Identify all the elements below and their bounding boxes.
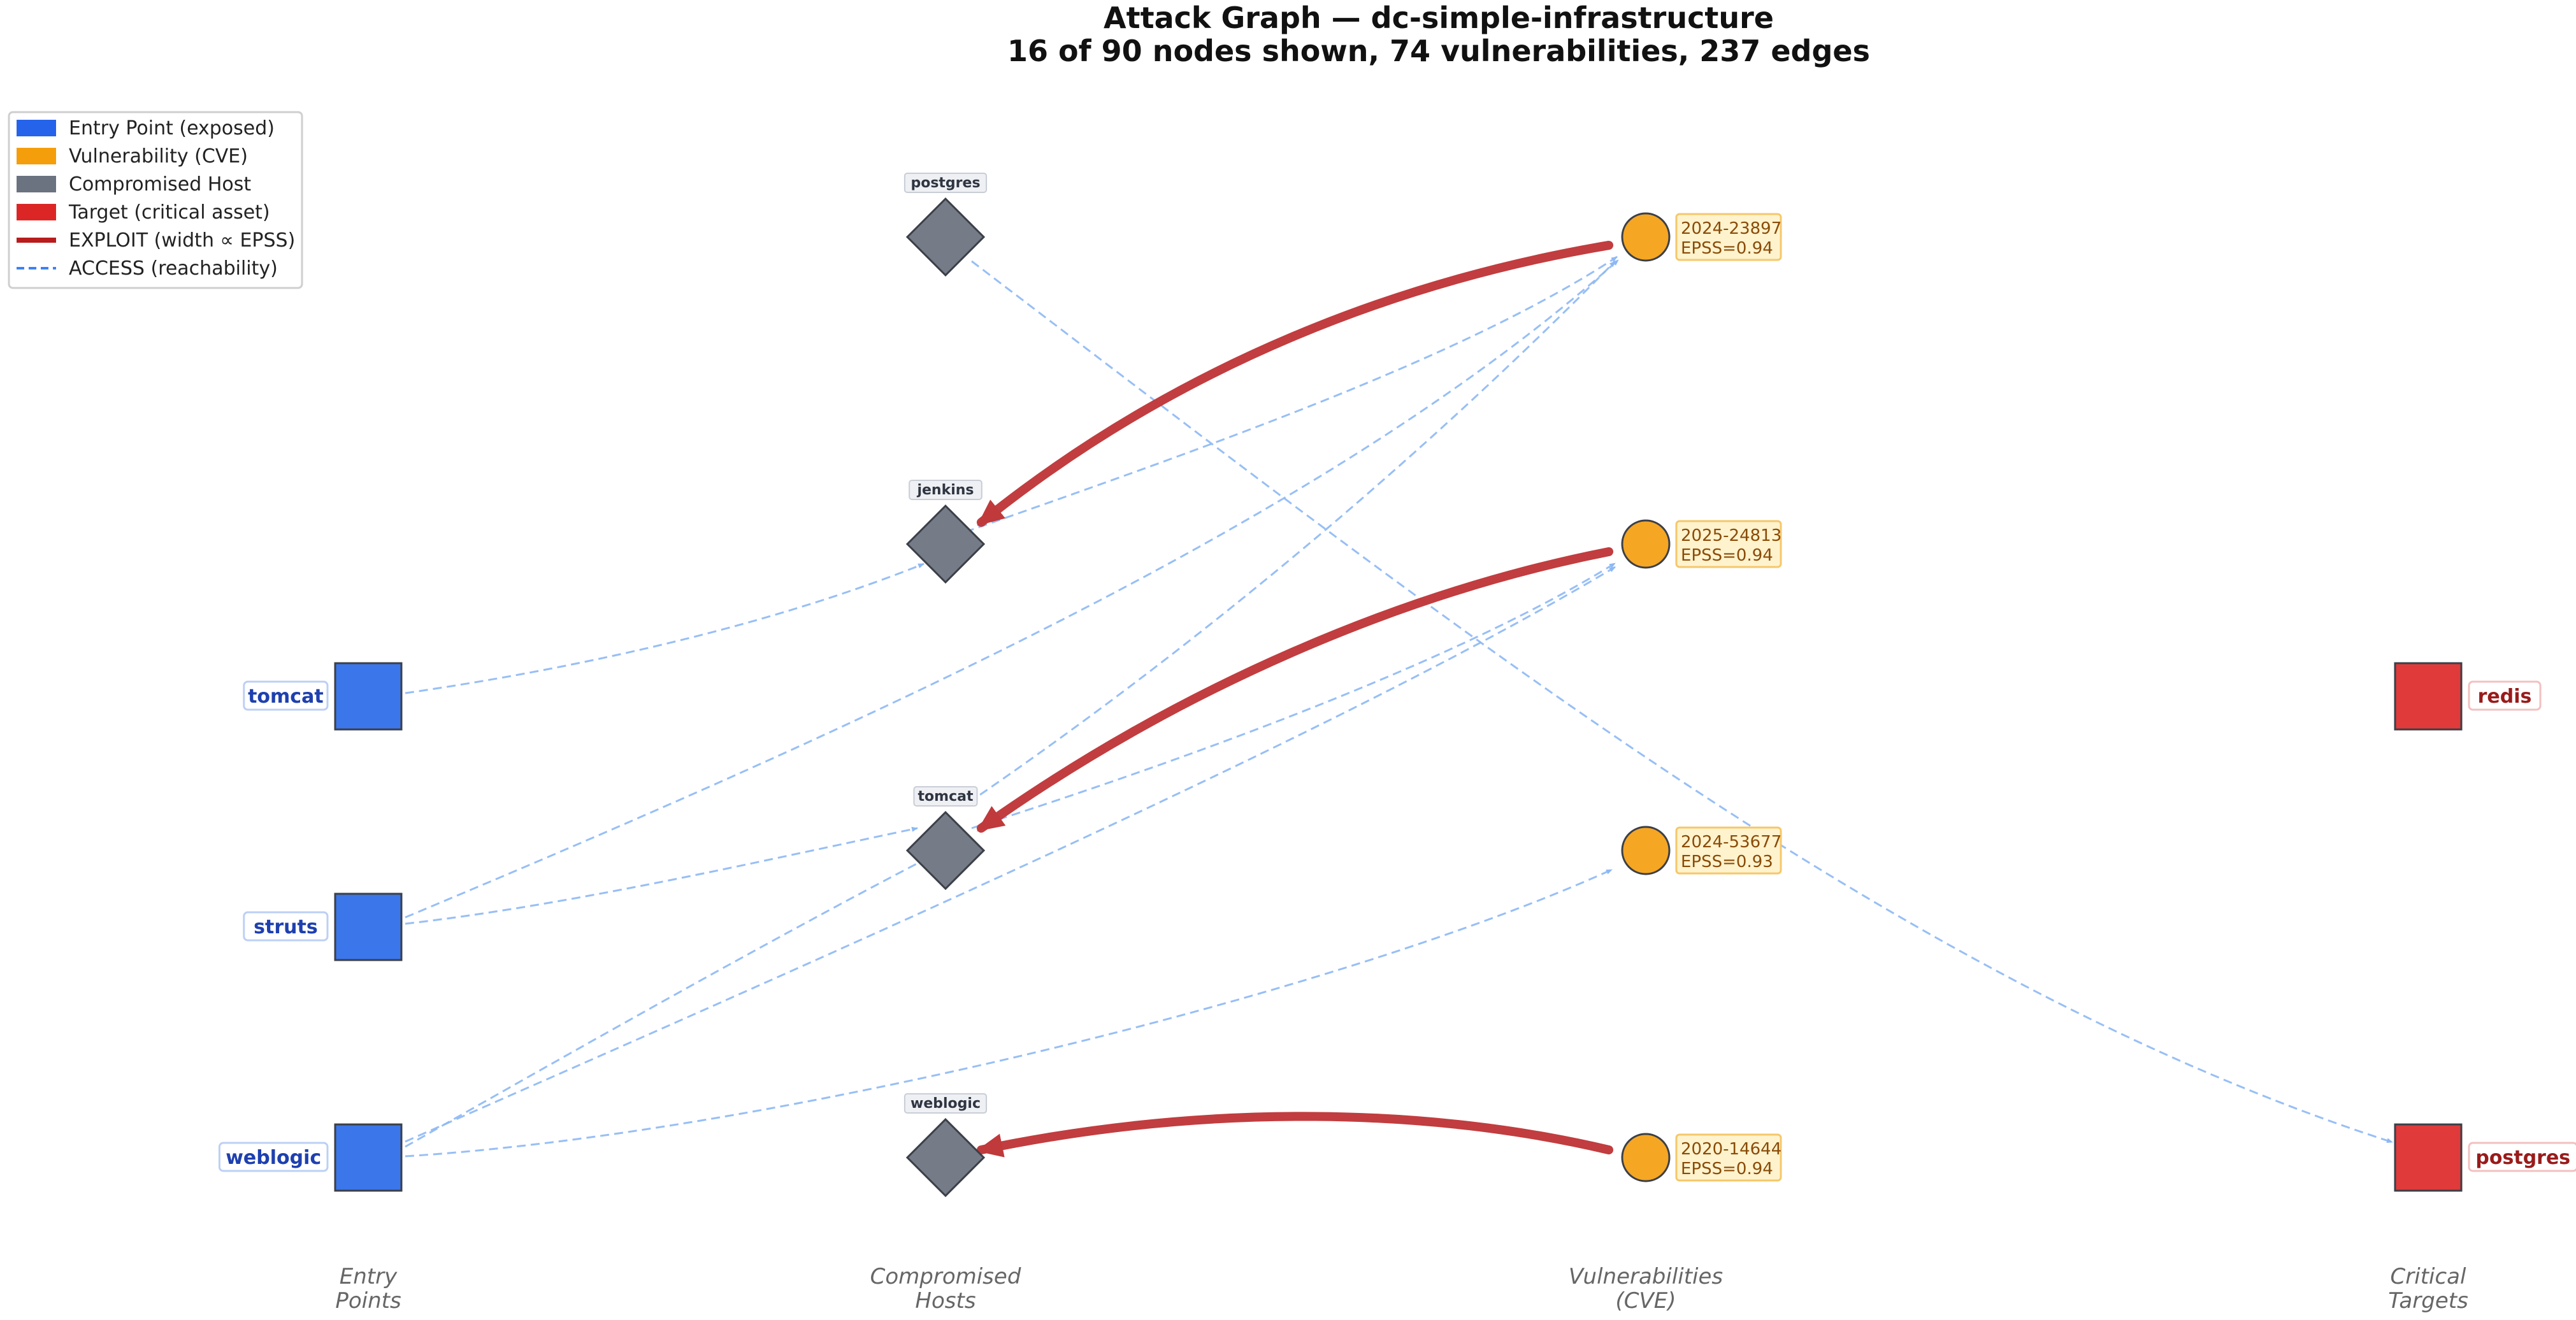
- host-node-shape: [905, 1117, 986, 1198]
- host-node-shape: [905, 504, 986, 584]
- target-node-shape: [2394, 662, 2463, 731]
- epss-label: EPSS=0.94: [1681, 546, 1773, 565]
- node-label-box: [913, 786, 978, 807]
- epss-label: EPSS=0.93: [1681, 852, 1773, 872]
- cve-id-label: 2024-23897: [1681, 219, 1781, 238]
- access-edge: [971, 562, 1616, 829]
- column-label-vuln: Vulnerabilities: [1569, 1264, 1723, 1289]
- node-label: weblogic: [226, 1147, 321, 1169]
- legend-swatch: [17, 120, 56, 136]
- access-edge: [965, 255, 1618, 533]
- node-label-box: [2468, 1142, 2576, 1172]
- legend-label: Vulnerability (CVE): [69, 145, 248, 168]
- access-edge: [405, 868, 1613, 1158]
- node-h-tomcat[interactable]: tomcat: [905, 786, 986, 891]
- access-edge: [971, 260, 2393, 1144]
- node-e-weblogic[interactable]: weblogic: [218, 1123, 403, 1192]
- node-e-struts[interactable]: struts: [243, 893, 403, 961]
- node-label: postgres: [910, 175, 980, 191]
- legend: Entry Point (exposed) Vulnerability (CVE)…: [8, 111, 303, 289]
- node-h-postgres[interactable]: postgres: [903, 173, 988, 277]
- access-edge: [405, 826, 918, 925]
- column-label-target: Targets: [2388, 1288, 2468, 1314]
- node-label-box: [218, 1142, 329, 1172]
- legend-label: Entry Point (exposed): [69, 117, 275, 140]
- node-e-tomcat[interactable]: tomcat: [243, 662, 403, 731]
- node-label-box: [1675, 520, 1782, 568]
- legend-swatch: [17, 176, 56, 192]
- vuln-node-shape: [1621, 1133, 1671, 1182]
- legend-label: Compromised Host: [69, 173, 251, 196]
- vuln-node-shape: [1621, 519, 1671, 569]
- entry-node-shape: [334, 1123, 403, 1192]
- vuln-node-shape: [1621, 212, 1671, 262]
- access-edge: [405, 259, 1619, 919]
- node-label-box: [1675, 1133, 1782, 1182]
- cve-id-label: 2025-24813: [1681, 526, 1781, 545]
- column-label-target: Critical: [2391, 1264, 2466, 1289]
- target-node-shape: [2394, 1123, 2463, 1192]
- node-label-box: [909, 480, 982, 500]
- node-t-redis[interactable]: redis: [2394, 662, 2542, 731]
- access-edge: [405, 563, 925, 694]
- legend-items: Entry Point (exposed) Vulnerability (CVE)…: [17, 117, 295, 280]
- legend-box: [8, 111, 303, 289]
- chart-title: Attack Graph — dc-simple-infrastructure: [1104, 1, 1774, 35]
- node-label-box: [243, 911, 329, 942]
- node-label: postgres: [2475, 1147, 2570, 1169]
- access-edge: [968, 260, 1616, 804]
- legend-label: Target (critical asset): [68, 201, 270, 224]
- node-label-box: [1675, 826, 1782, 875]
- node-h-jenkins[interactable]: jenkins: [905, 480, 986, 584]
- epss-label: EPSS=0.94: [1681, 1159, 1773, 1179]
- exploit-edge: [976, 547, 1614, 833]
- column-label-vuln: (CVE): [1615, 1288, 1676, 1314]
- node-h-weblogic[interactable]: weblogic: [903, 1093, 988, 1198]
- access-edge: [405, 566, 1616, 1143]
- legend-label: EXPLOIT (width ∝ EPSS): [69, 229, 295, 252]
- epss-label: EPSS=0.94: [1681, 239, 1773, 258]
- node-label: tomcat: [918, 789, 974, 805]
- exploit-edge: [975, 1112, 1614, 1158]
- node-label: struts: [254, 916, 318, 938]
- host-node-shape: [905, 197, 986, 277]
- node-label: tomcat: [248, 685, 324, 708]
- host-node-shape: [905, 810, 986, 891]
- node-label: redis: [2478, 685, 2532, 708]
- legend-swatch: [17, 148, 56, 164]
- access-edge: [405, 859, 925, 1148]
- column-label-host: Compromised: [870, 1264, 1021, 1289]
- column-label-entry: Points: [335, 1288, 401, 1314]
- node-label-box: [903, 173, 988, 193]
- vuln-node-shape: [1621, 826, 1671, 875]
- column-label-entry: Entry: [340, 1264, 398, 1289]
- node-label: jenkins: [916, 482, 974, 498]
- cve-id-label: 2020-14644: [1681, 1140, 1781, 1159]
- exploit-edge: [976, 240, 1614, 527]
- entry-node-shape: [334, 893, 403, 961]
- cve-id-label: 2024-53677: [1681, 833, 1781, 852]
- node-label-box: [2468, 680, 2542, 711]
- legend-swatch: [17, 204, 56, 220]
- column-label-host: Hosts: [915, 1288, 975, 1314]
- legend-label: ACCESS (reachability): [69, 257, 278, 280]
- entry-node-shape: [334, 662, 403, 731]
- node-label-box: [243, 680, 329, 711]
- node-label-box: [903, 1093, 988, 1114]
- node-t-postgres[interactable]: postgres: [2394, 1123, 2576, 1192]
- nodes-layer: tomcat struts weblogic postgres jenkins tomca…: [218, 173, 2576, 1198]
- edges-layer: [405, 240, 2393, 1158]
- node-label-box: [1675, 213, 1782, 261]
- chart-subtitle: 16 of 90 nodes shown, 74 vulnerabilities…: [1007, 34, 1870, 68]
- node-label: weblogic: [910, 1096, 981, 1112]
